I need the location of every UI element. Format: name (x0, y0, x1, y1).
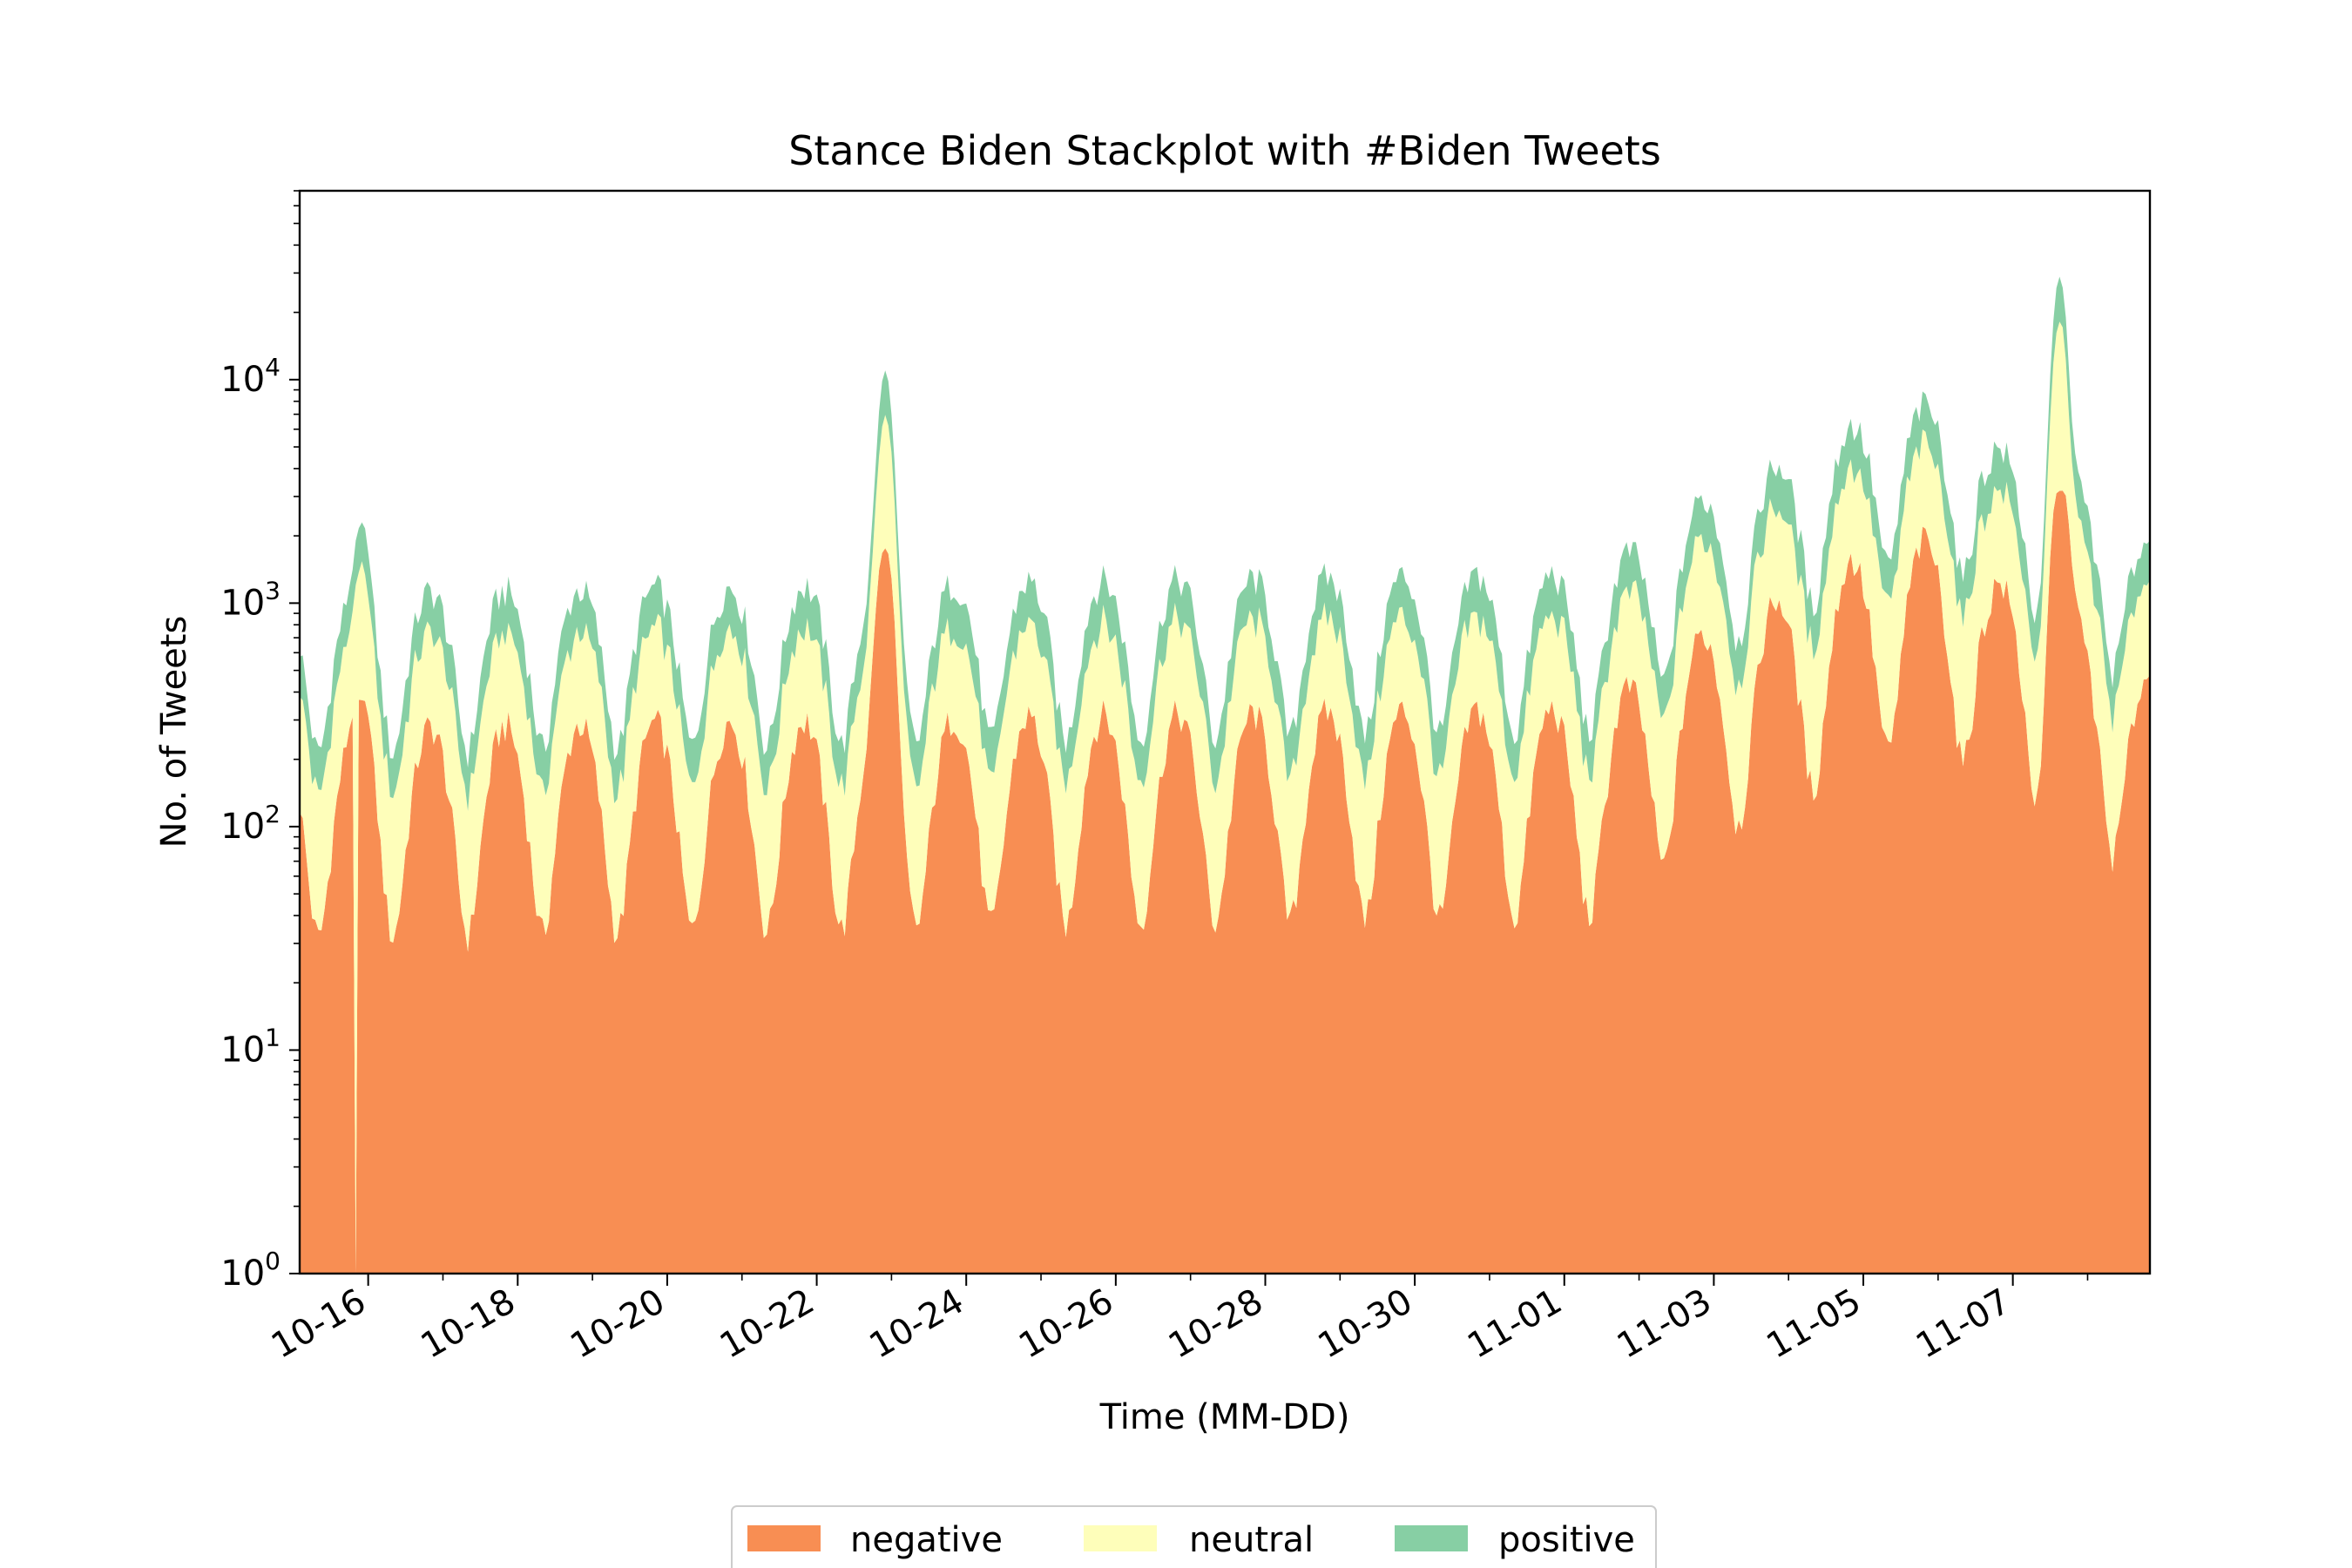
y-tick-label: 102 (220, 800, 280, 847)
y-tick-label: 104 (220, 353, 280, 400)
legend-swatch-neutral (1084, 1525, 1157, 1551)
y-axis-ticks: 100 101 102 103 104 (220, 190, 300, 1294)
axes-frame (298, 189, 2152, 1275)
chart-title: Stance Biden Stackplot with #Biden Tweet… (788, 127, 1661, 174)
area-neutral (300, 321, 2150, 1274)
y-axis-label: No. of Tweets (154, 616, 194, 848)
y-tick-label: 101 (220, 1023, 280, 1070)
legend-label-neutral: neutral (1189, 1520, 1314, 1560)
x-axis-label: Time (MM-DD) (1099, 1397, 1350, 1437)
y-tick-label: 103 (220, 576, 280, 623)
area-positive (300, 276, 2150, 812)
legend-label-negative: negative (850, 1520, 1003, 1560)
legend: negative neutral positive (731, 1505, 1657, 1568)
area-negative (300, 490, 2150, 1274)
legend-swatch-negative (747, 1525, 821, 1551)
series-layer (300, 276, 2150, 1274)
y-tick-label: 100 (220, 1247, 280, 1294)
legend-swatch-positive (1395, 1525, 1468, 1551)
legend-box (731, 1505, 1657, 1568)
legend-label-positive: positive (1498, 1520, 1635, 1560)
